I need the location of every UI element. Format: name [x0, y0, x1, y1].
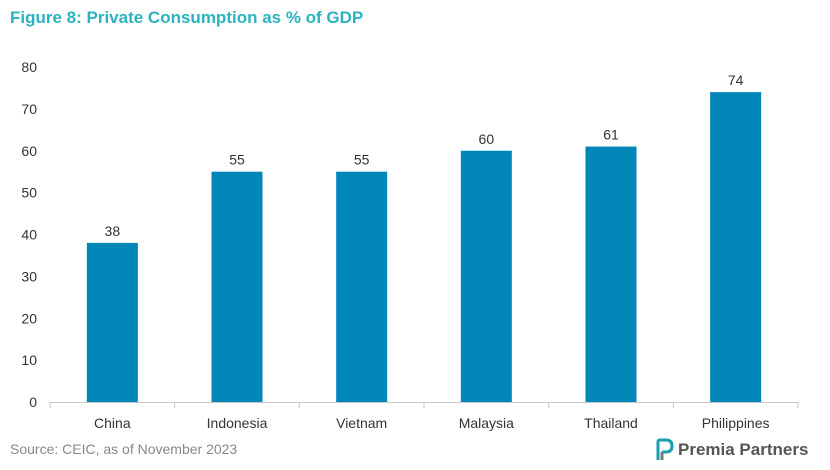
x-axis: China Indonesia Vietnam Malaysia Thailand Phi…	[94, 415, 769, 431]
x-tick-label: Malaysia	[459, 415, 514, 431]
y-tick-label: 20	[21, 310, 37, 326]
x-tick-label: Philippines	[702, 415, 770, 431]
y-tick-label: 70	[21, 101, 37, 117]
y-tick-label: 60	[21, 143, 37, 159]
premia-logo-icon	[656, 438, 674, 460]
data-labels: 38 55 55 60 61 74	[105, 72, 744, 239]
y-tick-label: 80	[21, 59, 37, 75]
bar-malaysia	[460, 150, 512, 402]
data-label: 60	[479, 131, 495, 147]
y-tick-label: 40	[21, 227, 37, 243]
bar-indonesia	[211, 171, 263, 402]
y-tick-label: 30	[21, 268, 37, 284]
bar-philippines	[710, 92, 762, 402]
chart-title: Figure 8: Private Consumption as % of GD…	[10, 8, 364, 27]
y-axis: 0 10 20 30 40 50 60 70 80	[21, 59, 37, 410]
data-label: 38	[105, 223, 121, 239]
bar-vietnam	[336, 171, 388, 402]
data-label: 61	[603, 127, 619, 143]
x-axis-ticks	[49, 402, 799, 408]
x-tick-label: China	[94, 415, 131, 431]
x-tick-label: Thailand	[584, 415, 638, 431]
data-label: 55	[229, 152, 245, 168]
source-note: Source: CEIC, as of November 2023	[10, 441, 238, 457]
bar-china	[86, 242, 138, 402]
data-label: 74	[728, 72, 744, 88]
data-label: 55	[354, 152, 370, 168]
y-tick-label: 0	[29, 394, 37, 410]
y-tick-label: 50	[21, 185, 37, 201]
y-tick-label: 10	[21, 352, 37, 368]
bar-series	[86, 92, 762, 402]
x-tick-label: Indonesia	[207, 415, 268, 431]
bar-thailand	[585, 146, 637, 402]
premia-partners-logo: Premia Partners	[654, 437, 808, 463]
logo-text: Premia Partners	[678, 440, 809, 459]
x-tick-label: Vietnam	[336, 415, 387, 431]
